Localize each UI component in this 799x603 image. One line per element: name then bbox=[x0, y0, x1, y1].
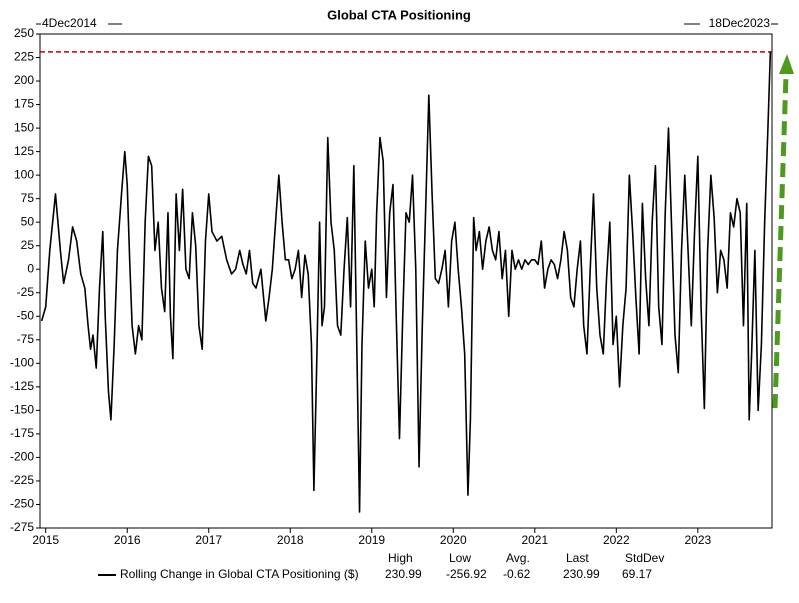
stat-value: -0.62 bbox=[503, 567, 531, 581]
y-tick-label: 150 bbox=[14, 120, 34, 134]
stat-header: StdDev bbox=[625, 551, 664, 565]
y-tick-label: 200 bbox=[14, 73, 34, 87]
y-tick-label: -75 bbox=[17, 332, 35, 346]
y-tick-label: -100 bbox=[10, 356, 34, 370]
stat-value: -256.92 bbox=[446, 567, 487, 581]
stat-header: Avg. bbox=[506, 551, 530, 565]
x-tick-label: 2016 bbox=[114, 533, 141, 547]
arrow-head bbox=[779, 54, 794, 74]
x-tick-label: 2021 bbox=[521, 533, 548, 547]
x-tick-label: 2023 bbox=[684, 533, 711, 547]
stat-value: 230.99 bbox=[385, 567, 422, 581]
chart-title: Global CTA Positioning bbox=[327, 7, 471, 22]
arrow bbox=[772, 54, 794, 409]
stat-value: 69.17 bbox=[622, 567, 652, 581]
stat-header: Low bbox=[449, 551, 471, 565]
start-label: 4Dec2014 bbox=[42, 16, 97, 30]
y-tick-label: 250 bbox=[14, 26, 34, 40]
y-tick-label: -25 bbox=[17, 285, 35, 299]
y-tick-label: 75 bbox=[21, 191, 35, 205]
y-tick-label: -200 bbox=[10, 450, 34, 464]
y-tick-label: -225 bbox=[10, 473, 34, 487]
x-tick-label: 2020 bbox=[440, 533, 467, 547]
y-tick-label: -50 bbox=[17, 308, 35, 322]
series-line bbox=[40, 51, 772, 513]
y-tick-label: 25 bbox=[21, 238, 35, 252]
y-tick-label: 175 bbox=[14, 97, 34, 111]
y-tick-label: -275 bbox=[10, 520, 34, 534]
end-label: 18Dec2023 bbox=[709, 16, 771, 30]
arrow-shaft bbox=[772, 74, 789, 409]
stat-header: Last bbox=[566, 551, 589, 565]
legend-label: Rolling Change in Global CTA Positioning… bbox=[120, 567, 359, 581]
y-tick-label: 0 bbox=[27, 261, 34, 275]
y-tick-label: -175 bbox=[10, 426, 34, 440]
stat-header: High bbox=[388, 551, 413, 565]
x-tick-label: 2017 bbox=[195, 533, 222, 547]
x-tick-label: 2015 bbox=[32, 533, 59, 547]
y-tick-label: -125 bbox=[10, 379, 34, 393]
x-tick-label: 2019 bbox=[358, 533, 385, 547]
y-tick-label: -250 bbox=[10, 497, 34, 511]
x-tick-label: 2018 bbox=[277, 533, 304, 547]
y-tick-label: 125 bbox=[14, 144, 34, 158]
stat-value: 230.99 bbox=[563, 567, 600, 581]
x-tick-label: 2022 bbox=[603, 533, 630, 547]
y-tick-label: 225 bbox=[14, 50, 34, 64]
plot-frame bbox=[39, 33, 773, 529]
y-tick-label: 50 bbox=[21, 214, 35, 228]
y-tick-label: -150 bbox=[10, 403, 34, 417]
y-tick-label: 100 bbox=[14, 167, 34, 181]
